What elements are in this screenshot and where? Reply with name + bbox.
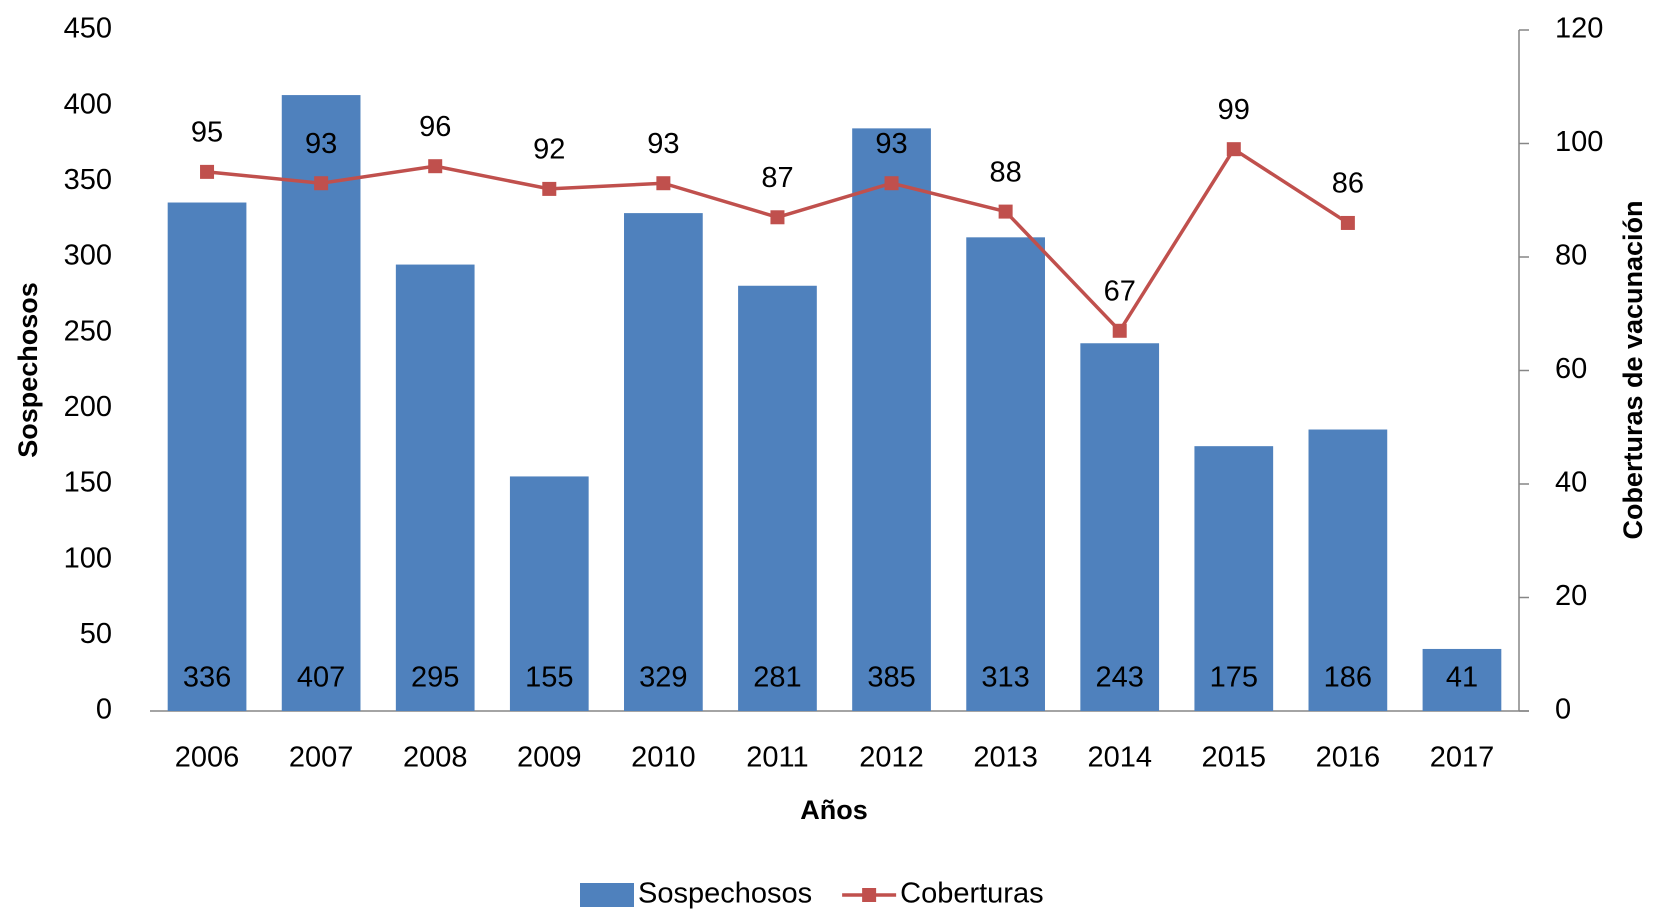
line-value-label: 99	[1218, 94, 1250, 126]
x-tick-label: 2007	[289, 742, 354, 774]
bar	[281, 95, 361, 711]
bar-value-label: 243	[1096, 662, 1144, 694]
bar-value-label: 295	[411, 662, 459, 694]
x-tick-label: 2008	[403, 742, 468, 774]
x-tick-label: 2013	[973, 742, 1038, 774]
line-value-label: 93	[305, 128, 337, 160]
line-marker	[884, 176, 899, 191]
y2-tick-label: 0	[1555, 694, 1571, 726]
y-tick-label: 450	[64, 13, 112, 45]
bar	[1080, 343, 1160, 711]
bar-value-label: 41	[1446, 662, 1478, 694]
bar-value-label: 175	[1210, 662, 1258, 694]
bar	[624, 213, 703, 711]
bar-value-label: 385	[867, 662, 915, 694]
x-tick-label: 2006	[175, 742, 240, 774]
line-marker	[200, 164, 215, 179]
line-marker	[656, 176, 671, 191]
bar-value-label: 281	[753, 662, 801, 694]
line-value-label: 87	[761, 162, 793, 194]
line-marker	[314, 176, 329, 191]
y-tick-label: 150	[64, 467, 112, 499]
y-tick-label: 250	[64, 315, 112, 347]
line-marker	[542, 181, 557, 196]
legend-swatch	[580, 883, 634, 907]
x-tick-label: 2014	[1087, 742, 1152, 774]
y-tick-label: 200	[64, 391, 112, 423]
y-tick-label: 350	[64, 164, 112, 196]
y-tick-label: 0	[96, 694, 112, 726]
bar	[167, 202, 247, 711]
legend-label: Coberturas	[900, 878, 1043, 910]
bar	[738, 285, 817, 711]
x-tick-label: 2012	[859, 742, 924, 774]
x-tick-label: 2010	[631, 742, 696, 774]
bar	[966, 237, 1045, 711]
x-tick-label: 2016	[1316, 742, 1381, 774]
bar-value-label: 336	[183, 662, 231, 694]
y-tick-label: 300	[64, 240, 112, 272]
line-value-label: 92	[533, 134, 565, 166]
x-tick-label: 2017	[1430, 742, 1495, 774]
y-axis-title: Sospechosos	[13, 282, 43, 458]
legend-swatch	[862, 888, 877, 902]
line-value-label: 95	[191, 117, 223, 149]
line-marker	[998, 204, 1013, 219]
bar-value-label: 407	[297, 662, 345, 694]
bar-value-label: 155	[525, 662, 573, 694]
line-marker	[428, 159, 443, 174]
bar	[395, 264, 475, 711]
line-value-label: 93	[647, 128, 679, 160]
x-tick-label: 2009	[517, 742, 582, 774]
bar	[1422, 648, 1502, 711]
line-value-label: 67	[1104, 275, 1136, 307]
bar	[1308, 429, 1388, 711]
bar	[509, 476, 589, 711]
y2-tick-label: 80	[1555, 240, 1587, 272]
y2-tick-label: 40	[1555, 467, 1587, 499]
legend-label: Sospechosos	[638, 878, 812, 910]
y-tick-label: 50	[80, 618, 112, 650]
y-tick-label: 100	[64, 542, 112, 574]
bar	[1194, 446, 1274, 711]
x-tick-label: 2015	[1202, 742, 1267, 774]
y2-tick-label: 20	[1555, 580, 1587, 612]
bar-value-label: 186	[1324, 662, 1372, 694]
line-marker	[1112, 323, 1127, 338]
line-value-label: 88	[989, 156, 1021, 188]
line-value-label: 86	[1332, 168, 1364, 200]
x-tick-label: 2011	[746, 742, 808, 774]
y2-tick-label: 120	[1555, 13, 1603, 45]
line-marker	[1340, 215, 1355, 230]
line-marker	[770, 210, 785, 225]
y2-tick-label: 60	[1555, 353, 1587, 385]
x-axis-title: Años	[800, 795, 868, 825]
line-marker	[1226, 142, 1241, 157]
y2-axis-title: Coberturas de vacunación	[1618, 200, 1648, 539]
y-tick-label: 400	[64, 88, 112, 120]
bar-value-label: 313	[981, 662, 1029, 694]
y2-tick-label: 100	[1555, 126, 1603, 158]
bar-value-label: 329	[639, 662, 687, 694]
bar	[852, 128, 931, 711]
line-value-label: 93	[875, 128, 907, 160]
line-value-label: 96	[419, 111, 451, 143]
